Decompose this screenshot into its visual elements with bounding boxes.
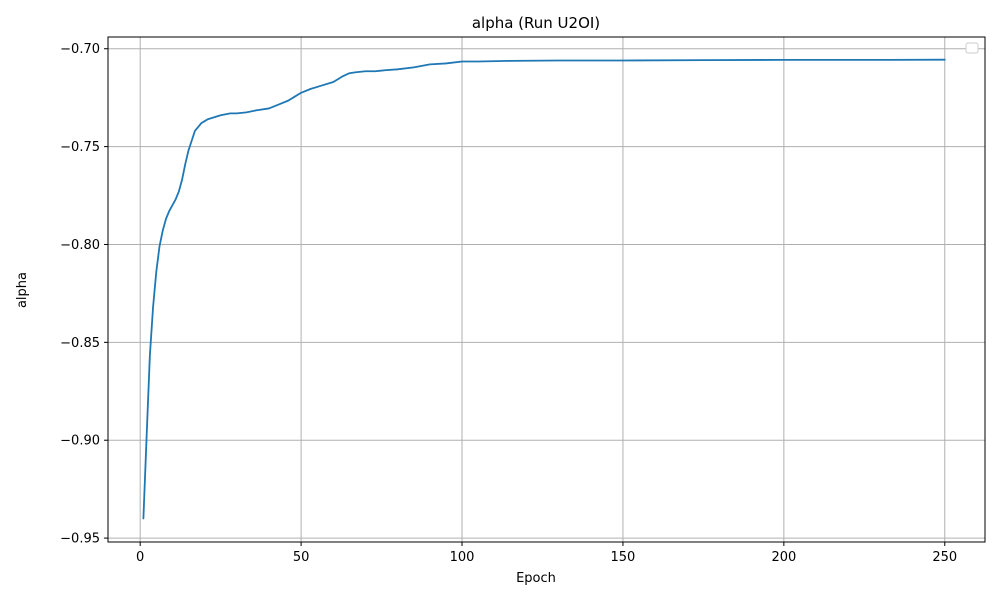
- x-tick-label: 0: [136, 550, 144, 565]
- y-axis-title: alpha: [15, 272, 30, 308]
- x-tick-label: 250: [932, 550, 957, 565]
- x-tick-label: 150: [611, 550, 636, 565]
- y-tick-label: −0.70: [60, 42, 100, 57]
- series-line: [142, 58, 946, 520]
- chart-title: alpha (Run U2OI): [472, 14, 600, 32]
- x-tick-label: 50: [293, 550, 310, 565]
- y-tick-label: −0.75: [60, 140, 100, 155]
- grid: [108, 37, 985, 542]
- x-axis-title: Epoch: [516, 571, 556, 586]
- legend-box: [965, 42, 979, 54]
- plot-area-frame: [107, 36, 986, 543]
- axis-ticks: 0 50 100 150 200 250 −0.95 −0.90 −0.85 −0.80 −0.75…: [60, 42, 957, 565]
- y-tick-label: −0.85: [60, 336, 100, 351]
- y-tick-label: −0.80: [60, 238, 100, 253]
- series-layer: [142, 58, 946, 520]
- x-tick-label: 200: [771, 550, 796, 565]
- y-tick-label: −0.90: [60, 434, 100, 449]
- x-tick-label: 100: [450, 550, 475, 565]
- y-tick-label: −0.95: [60, 532, 100, 547]
